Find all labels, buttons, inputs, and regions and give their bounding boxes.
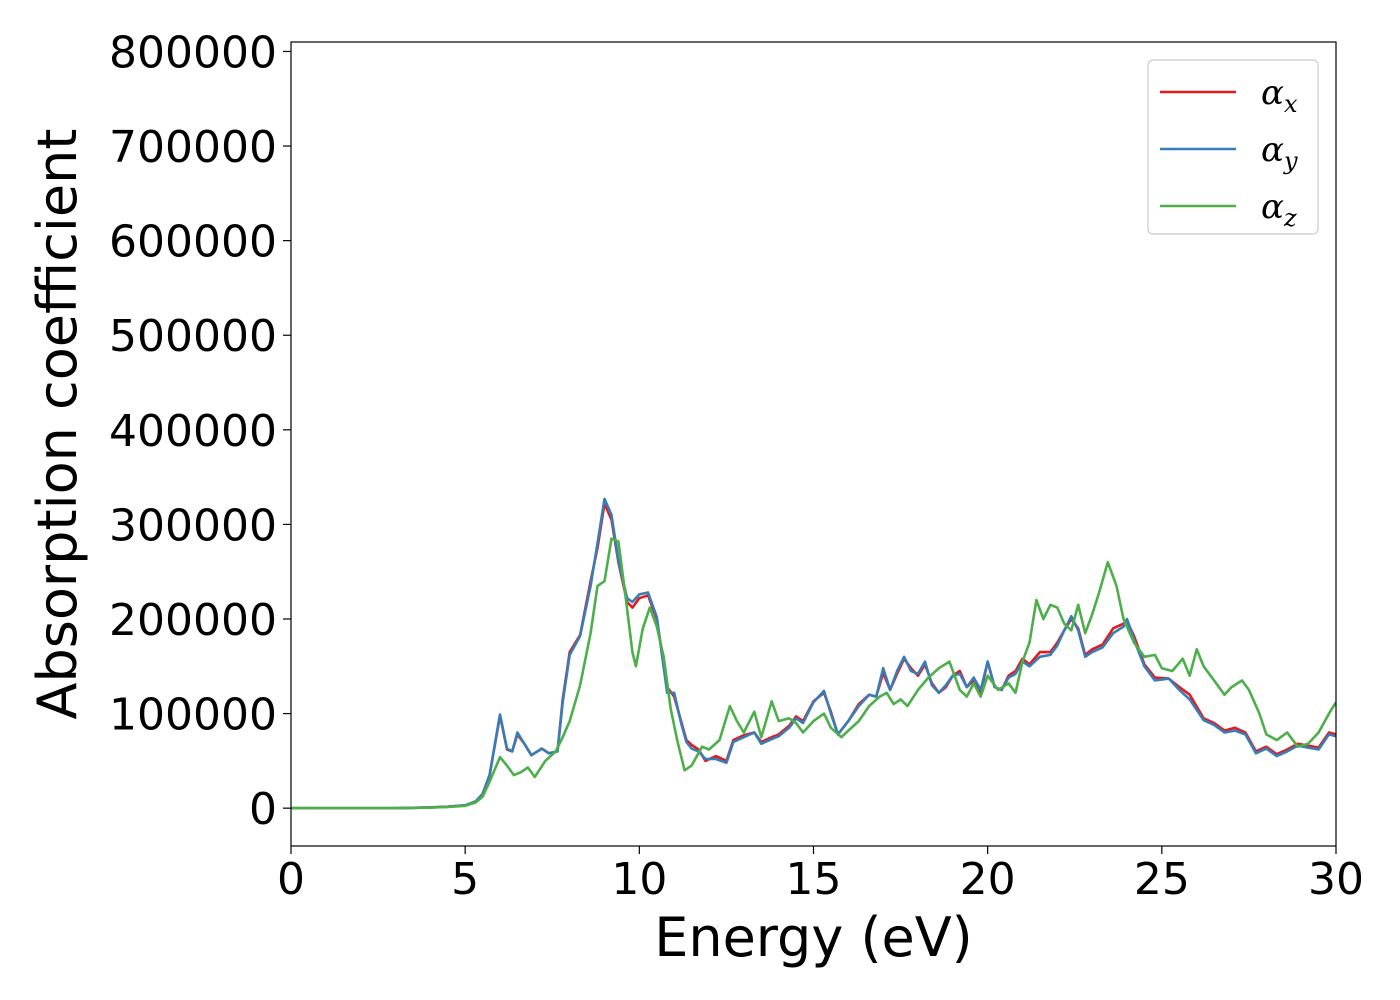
legend-box — [1147, 59, 1319, 235]
y-axis-title: Absorption coefficient — [26, 129, 89, 720]
y-tick-label: 400000 — [109, 406, 277, 457]
x-axis-ticks: 0 5 10 15 20 25 30 — [277, 846, 1364, 905]
series-layer — [291, 497, 1336, 810]
series-line-z — [291, 537, 1336, 810]
series-line-y — [291, 497, 1336, 810]
legend: αx αy αz — [1147, 59, 1319, 235]
y-tick-label: 300000 — [109, 500, 277, 551]
legend-label-z: αz — [1261, 187, 1297, 232]
y-tick-label: 100000 — [109, 690, 277, 741]
y-tick-label: 600000 — [109, 217, 277, 268]
y-tick-label: 500000 — [109, 311, 277, 362]
legend-label-y: αy — [1261, 130, 1298, 175]
y-axis-ticks: 0 100000 200000 300000 400000 500000 600000 700… — [109, 27, 291, 835]
x-tick-label: 10 — [611, 854, 667, 905]
x-tick-label: 0 — [277, 854, 305, 905]
y-tick-label: 200000 — [109, 595, 277, 646]
x-tick-label: 15 — [786, 854, 842, 905]
x-tick-label: 5 — [451, 854, 479, 905]
legend-label-x: αx — [1261, 73, 1298, 118]
x-tick-label: 20 — [960, 854, 1016, 905]
x-axis-title: Energy (eV) — [654, 906, 973, 969]
x-tick-label: 25 — [1134, 854, 1190, 905]
y-tick-label: 800000 — [109, 27, 277, 78]
y-tick-label: 0 — [249, 784, 277, 835]
x-tick-label: 30 — [1308, 854, 1364, 905]
y-tick-label: 700000 — [109, 122, 277, 173]
